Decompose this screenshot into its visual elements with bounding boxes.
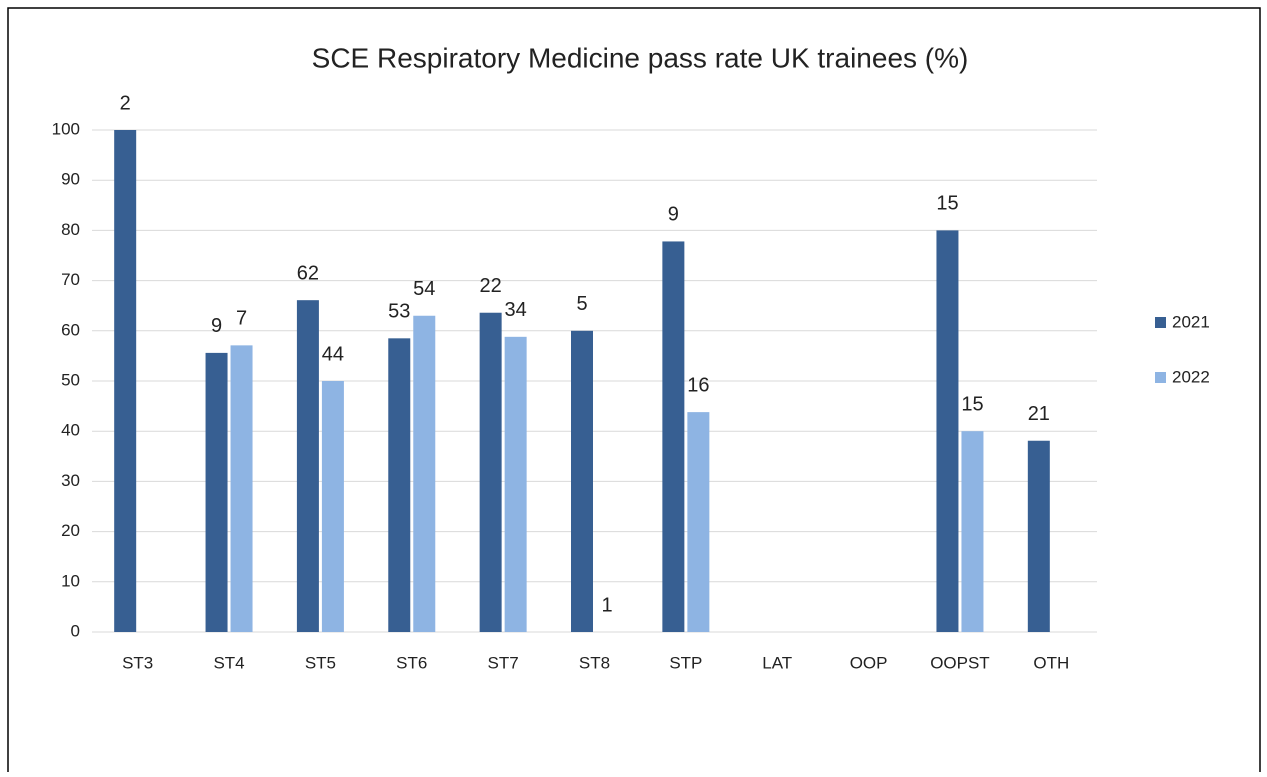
- y-tick-label: 0: [71, 621, 80, 640]
- data-label: 9: [668, 204, 679, 226]
- y-tick-label: 60: [61, 320, 80, 339]
- data-label: 15: [936, 193, 958, 215]
- bar: [479, 312, 502, 632]
- bar: [114, 130, 137, 632]
- y-tick-label: 90: [61, 170, 80, 189]
- data-label: 44: [322, 343, 344, 365]
- data-label: 15: [961, 393, 983, 415]
- data-label: 2: [120, 92, 131, 114]
- chart-title: SCE Respiratory Medicine pass rate UK tr…: [312, 42, 969, 73]
- y-tick-label: 30: [61, 471, 80, 490]
- data-label: 21: [1028, 403, 1050, 425]
- data-label: 53: [388, 301, 410, 323]
- y-tick-label: 80: [61, 220, 80, 239]
- bar: [1027, 440, 1050, 632]
- x-tick-label: OTH: [1033, 653, 1069, 672]
- data-label: 16: [687, 374, 709, 396]
- data-label: 1: [601, 594, 612, 616]
- x-tick-label: STP: [669, 653, 702, 672]
- y-tick-label: 40: [61, 421, 80, 440]
- data-label: 9: [211, 315, 222, 337]
- bar: [662, 241, 685, 632]
- x-tick-label: ST7: [488, 653, 519, 672]
- bar: [504, 336, 527, 632]
- x-tick-label: LAT: [762, 653, 792, 672]
- legend-swatch: [1155, 317, 1166, 328]
- y-tick-label: 100: [52, 119, 80, 138]
- legend-label: 2021: [1172, 312, 1210, 331]
- bar: [230, 345, 253, 632]
- bar: [961, 431, 984, 632]
- data-label: 62: [297, 262, 319, 284]
- x-tick-label: ST8: [579, 653, 610, 672]
- bar: [296, 300, 319, 632]
- x-tick-label: ST3: [122, 653, 153, 672]
- data-label: 7: [236, 308, 247, 330]
- bar: [413, 315, 436, 632]
- data-label: 5: [576, 293, 587, 315]
- bar: [388, 338, 411, 632]
- x-tick-label: ST4: [213, 653, 244, 672]
- legend-swatch: [1155, 372, 1166, 383]
- bar: [687, 412, 710, 632]
- bar: [571, 330, 593, 632]
- y-tick-label: 20: [61, 521, 80, 540]
- bar: [321, 381, 344, 632]
- bar: [205, 352, 228, 632]
- chart-border: [7, 7, 1261, 777]
- x-tick-label: OOP: [850, 653, 888, 672]
- y-tick-label: 70: [61, 270, 80, 289]
- legend-label: 2022: [1172, 367, 1210, 386]
- x-tick-label: ST6: [396, 653, 427, 672]
- x-tick-label: OOPST: [930, 653, 990, 672]
- data-label: 22: [480, 275, 502, 297]
- y-tick-label: 10: [61, 571, 80, 590]
- data-label: 34: [505, 299, 527, 321]
- x-tick-label: ST5: [305, 653, 336, 672]
- bar: [936, 230, 959, 632]
- data-label: 54: [413, 278, 435, 300]
- y-tick-label: 50: [61, 370, 80, 389]
